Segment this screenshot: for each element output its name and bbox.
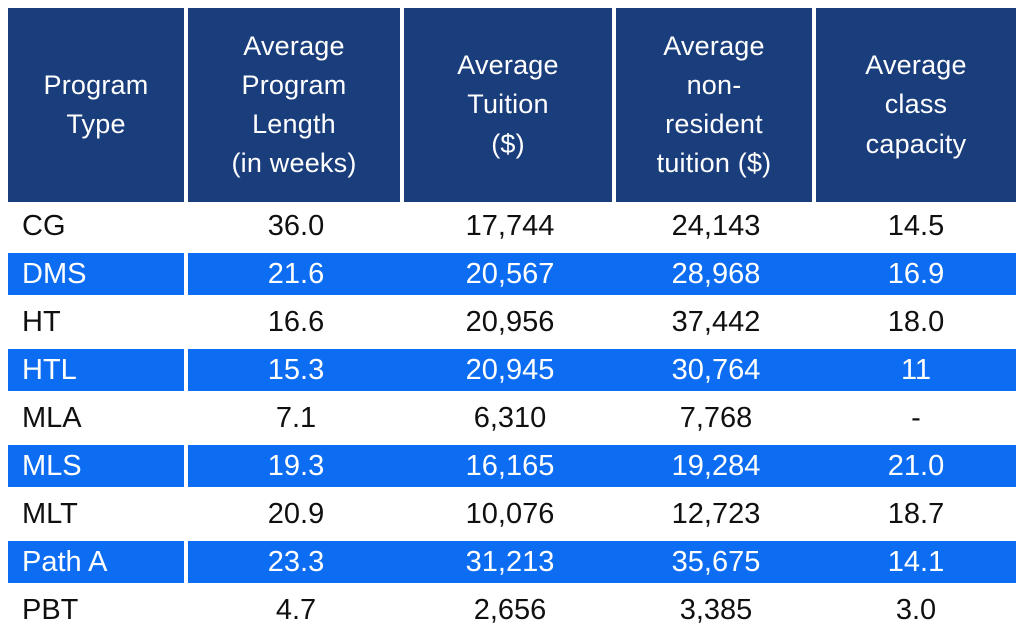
table-row: DMS 21.6 20,567 28,968 16.9 [8,250,1016,298]
row-values: 4.7 2,656 3,385 3.0 [188,589,1016,631]
table-row: HT 16.6 20,956 37,442 18.0 [8,298,1016,346]
value-cell-class-capacity: 18.7 [887,497,945,530]
column-header-label: Average class capacity [865,50,967,159]
value-cell-class-capacity: 11 [900,353,932,386]
program-cell: CG [22,209,66,242]
value-cell-tuition: 20,956 [465,305,555,338]
value-cell-program-length: 16.6 [267,305,325,338]
value-cell-nonresident-tuition: 7,768 [679,401,753,434]
value-cell-class-capacity: 14.1 [887,545,945,578]
table-row: CG 36.0 17,744 24,143 14.5 [8,202,1016,250]
value-cell-class-capacity: 18.0 [887,305,945,338]
value-cell-class-capacity: 14.5 [887,209,945,242]
program-cell: HT [22,305,61,338]
row-values: 7.1 6,310 7,768 - [188,397,1016,439]
column-header-program-length: Average Program Length (in weeks) [188,8,400,202]
value-cell-tuition: 2,656 [473,593,547,626]
value-cell-tuition: 16,165 [465,449,555,482]
table-header: Program Type Average Program Length (in … [8,8,1016,202]
program-cell: MLA [22,401,82,434]
program-cell: MLT [22,497,78,530]
row-values: 16.6 20,956 37,442 18.0 [188,301,1016,343]
value-cell-program-length: 19.3 [267,449,325,482]
value-cell-class-capacity: - [911,401,921,434]
value-cell-nonresident-tuition: 30,764 [671,353,761,386]
value-cell-tuition: 6,310 [473,401,547,434]
value-cell-nonresident-tuition: 35,675 [671,545,761,578]
value-cell-program-length: 36.0 [267,209,325,242]
table-body: CG 36.0 17,744 24,143 14.5 DMS 21.6 20,5… [8,202,1016,634]
program-cell: DMS [8,253,184,295]
column-header-tuition: Average Tuition ($) [404,8,612,202]
value-cell-nonresident-tuition: 28,968 [671,257,761,290]
column-header-label: Average non- resident tuition ($) [656,30,772,179]
row-values: 21.6 20,567 28,968 16.9 [188,253,1016,295]
table-row: Path A 23.3 31,213 35,675 14.1 [8,538,1016,586]
program-cell: Path A [8,541,184,583]
table-row: HTL 15.3 20,945 30,764 11 [8,346,1016,394]
table-header-values: Average Program Length (in weeks) Averag… [188,8,1016,202]
table-row: PBT 4.7 2,656 3,385 3.0 [8,586,1016,634]
row-values: 23.3 31,213 35,675 14.1 [188,541,1016,583]
value-cell-program-length: 21.6 [267,257,325,290]
value-cell-class-capacity: 21.0 [887,449,945,482]
value-cell-tuition: 20,567 [465,257,555,290]
column-header-class-capacity: Average class capacity [816,8,1016,202]
row-values: 15.3 20,945 30,764 11 [188,349,1016,391]
value-cell-class-capacity: 3.0 [895,593,937,626]
row-values: 19.3 16,165 19,284 21.0 [188,445,1016,487]
value-cell-program-length: 7.1 [275,401,317,434]
value-cell-tuition: 31,213 [465,545,555,578]
value-cell-tuition: 10,076 [465,497,555,530]
column-header-label: Average Program Length (in weeks) [231,30,357,179]
value-cell-nonresident-tuition: 24,143 [671,209,761,242]
table-row: MLA 7.1 6,310 7,768 - [8,394,1016,442]
value-cell-nonresident-tuition: 3,385 [679,593,753,626]
row-values: 20.9 10,076 12,723 18.7 [188,493,1016,535]
program-cell: PBT [22,593,79,626]
program-cell: MLS [8,445,184,487]
value-cell-tuition: 20,945 [465,353,555,386]
table-row: MLS 19.3 16,165 19,284 21.0 [8,442,1016,490]
value-cell-program-length: 20.9 [267,497,325,530]
value-cell-program-length: 15.3 [267,353,325,386]
table-row: MLT 20.9 10,076 12,723 18.7 [8,490,1016,538]
value-cell-class-capacity: 16.9 [887,257,945,290]
value-cell-nonresident-tuition: 19,284 [671,449,761,482]
column-header-nonresident-tuition: Average non- resident tuition ($) [616,8,812,202]
table: Program Type Average Program Length (in … [8,8,1016,634]
program-cell: HTL [8,349,184,391]
row-values: 36.0 17,744 24,143 14.5 [188,205,1016,247]
value-cell-tuition: 17,744 [465,209,555,242]
value-cell-program-length: 23.3 [267,545,325,578]
column-header-label: Program Type [43,69,149,139]
column-header-program-type: Program Type [8,8,184,202]
value-cell-program-length: 4.7 [275,593,317,626]
value-cell-nonresident-tuition: 37,442 [671,305,761,338]
column-header-label: Average Tuition ($) [457,50,559,159]
value-cell-nonresident-tuition: 12,723 [671,497,761,530]
